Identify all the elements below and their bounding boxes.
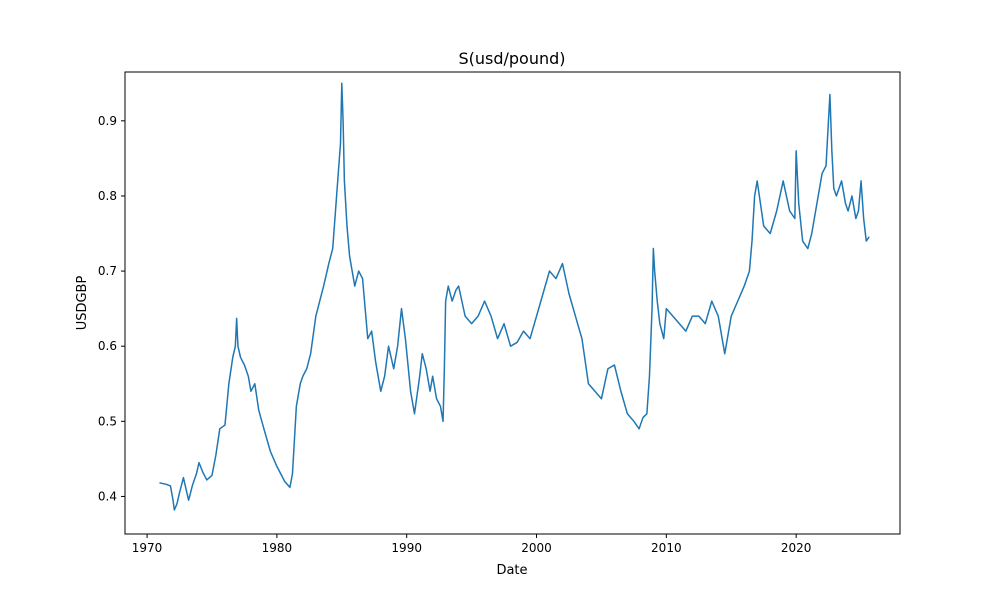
x-tick-label: 2010 [651, 541, 682, 555]
x-tick-label: 1970 [132, 541, 163, 555]
y-tick-label: 0.7 [98, 264, 117, 278]
x-tick-label: 2020 [781, 541, 812, 555]
plot-area [159, 82, 870, 511]
y-tick-label: 0.4 [98, 489, 117, 503]
x-tick-label: 2000 [521, 541, 552, 555]
x-tick-label: 1980 [262, 541, 293, 555]
y-tick-label: 0.9 [98, 114, 117, 128]
y-tick-label: 0.6 [98, 339, 117, 353]
y-tick-label: 0.8 [98, 189, 117, 203]
chart-title: S(usd/pound) [458, 49, 565, 68]
x-axis-label: Date [496, 563, 527, 578]
axes-ticks: 1970 1980 1990 2000 2010 2020 0.4 0.5 0.6 0.7 0.8 0… [98, 114, 812, 555]
x-tick-label: 1990 [391, 541, 422, 555]
series-line [159, 82, 870, 511]
plot-frame [124, 71, 901, 535]
y-tick-label: 0.5 [98, 414, 117, 428]
y-axis-label: USDGBP [75, 276, 90, 331]
